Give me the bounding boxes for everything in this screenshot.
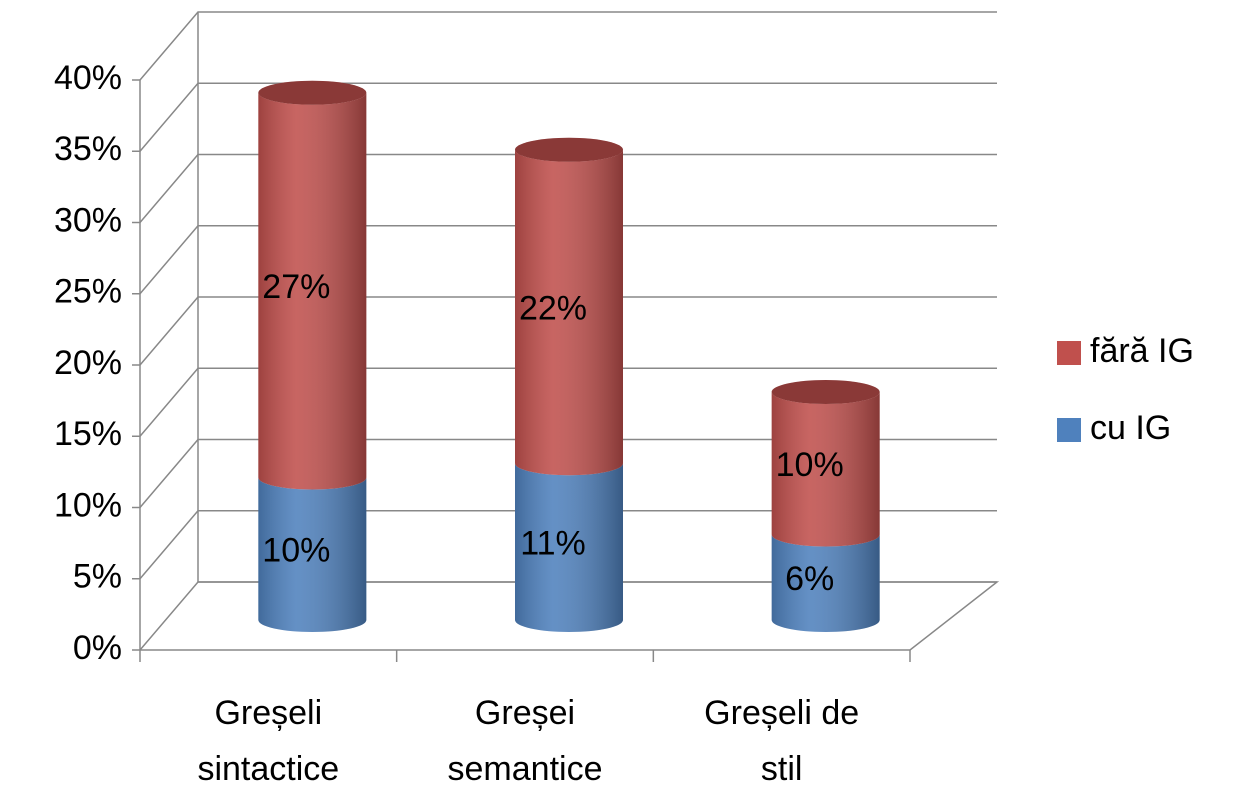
y-tick-label: 30% [54,201,122,239]
bar-shading [258,477,367,632]
y-tick-label: 35% [54,130,122,168]
bar-top-shade [771,380,880,404]
y-tick-label: 40% [54,59,122,97]
y-tick-label: 15% [54,415,122,453]
grid-line [139,367,997,437]
y-tick-label: 25% [54,273,122,311]
bar-top-shade [258,80,367,105]
data-label: 6% [785,560,834,598]
legend-label: cu IG [1090,409,1171,447]
grid-line [139,225,997,295]
data-label: 10% [262,532,330,570]
bar-shading [771,392,880,547]
bar-top-shade [515,137,623,162]
grid-line [139,11,997,81]
bar-shading [515,463,623,632]
data-label: 11% [520,525,586,563]
data-label: 10% [776,446,844,484]
data-label: 22% [519,289,587,327]
legend-label: fără IG [1090,332,1194,370]
grid-line [139,153,997,223]
grid-line [139,510,997,580]
y-tick-label: 10% [54,486,122,524]
bar-top [258,80,367,105]
grid-line [139,438,997,508]
bar-shading [258,92,367,490]
bar-top [515,137,623,162]
legend-swatch [1057,418,1081,442]
bar-shading [771,534,880,632]
y-tick-label: 0% [73,629,122,667]
x-tick-label: Greșei semantice [448,694,603,788]
y-tick-label: 20% [54,344,122,382]
bar-shading [515,149,623,476]
grid-line [139,296,997,366]
x-tick-label: Greșeli sintactice [197,694,339,788]
legend-swatch [1057,341,1081,365]
grid-line [139,581,997,651]
bar-top [771,380,880,404]
data-label: 27% [262,268,330,306]
y-tick-label: 5% [73,558,122,596]
x-tick-label: Greșeli de stil [704,694,859,788]
grid-line [139,82,997,152]
